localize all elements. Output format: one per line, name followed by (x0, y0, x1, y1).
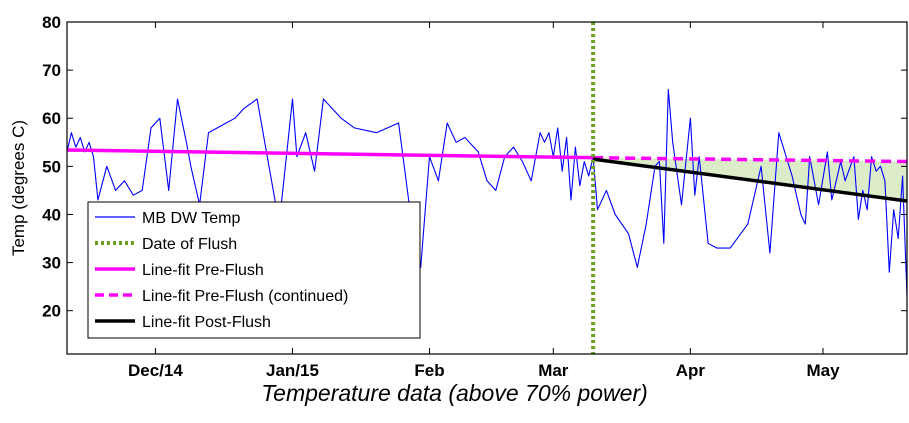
y-tick-label: 70 (42, 61, 61, 80)
x-tick-label: Jan/15 (266, 361, 319, 380)
x-tick-label: May (806, 361, 840, 380)
legend-label: Line-fit Pre-Flush (continued) (142, 288, 348, 305)
legend-label: Date of Flush (142, 236, 237, 253)
y-tick-label: 80 (42, 13, 61, 32)
legend-label: Line-fit Post-Flush (142, 314, 271, 331)
x-tick-label: Mar (538, 361, 569, 380)
x-axis: Dec/14 Jan/15 Feb Mar Apr May (128, 22, 840, 380)
series-postfit-line (592, 157, 908, 203)
legend-box (87, 201, 421, 339)
temp-series-layer (66, 88, 908, 297)
y-tick-label: 50 (42, 157, 61, 176)
x-tick-label: Dec/14 (128, 361, 183, 380)
fit-lines-layer (66, 148, 908, 203)
y-tick-label: 60 (42, 109, 61, 128)
legend-label: Line-fit Pre-Flush (142, 262, 264, 279)
legend-label: MB DW Temp (142, 210, 240, 227)
x-tick-label: Apr (676, 361, 706, 380)
x-tick-label: Feb (414, 361, 444, 380)
series-prefit-line (66, 148, 594, 160)
legend: MB DW Temp Date of Flush Line-fit Pre-Flus… (87, 201, 421, 339)
y-axis: 20 30 40 50 60 70 80 (42, 13, 907, 321)
series-prefit-continued-line (593, 155, 908, 164)
series-mb-dw-temp (66, 88, 908, 297)
plot-frame (66, 21, 908, 355)
figure-caption: Temperature data (above 70% power) (261, 380, 648, 406)
y-tick-label: 40 (42, 205, 61, 224)
y-axis-title: Temp (degrees C) (9, 120, 28, 256)
y-tick-label: 20 (42, 302, 61, 321)
y-tick-label: 30 (42, 254, 61, 273)
